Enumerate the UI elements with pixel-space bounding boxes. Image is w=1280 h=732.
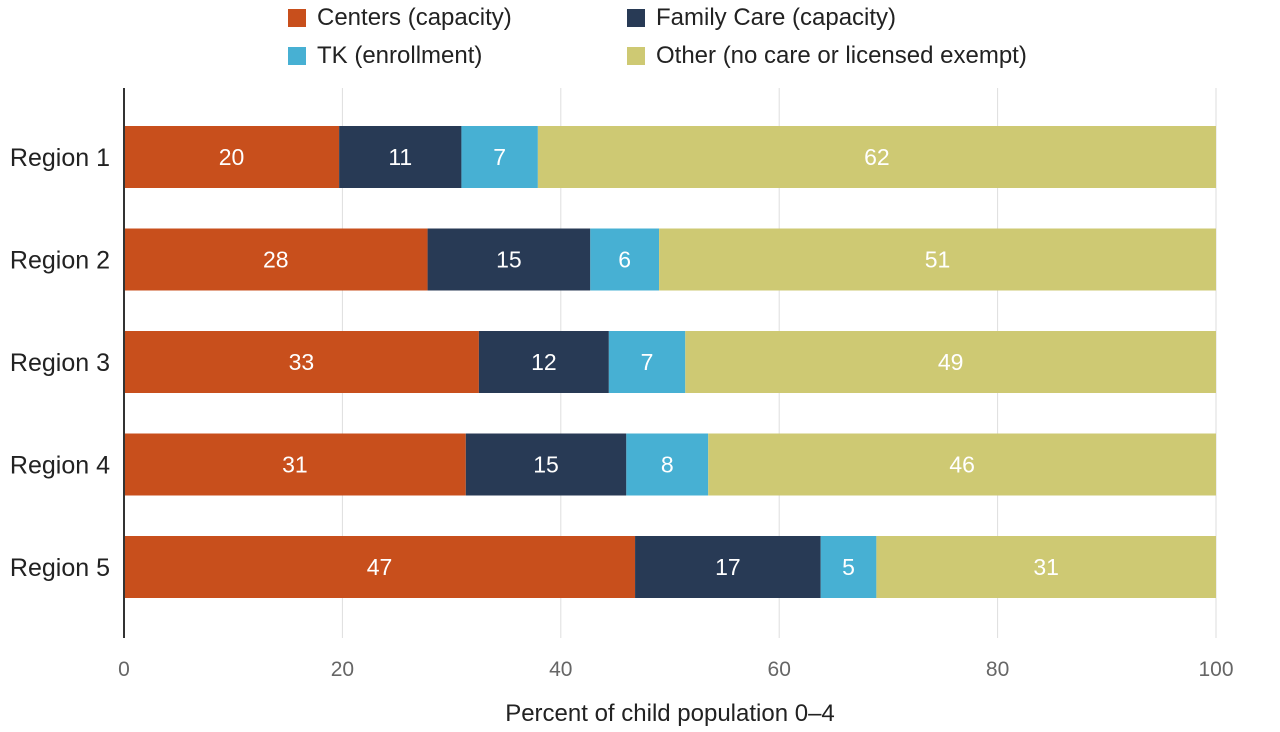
legend-item-family-care: Family Care (capacity) [627,4,896,32]
data-label-1-2: 11 [388,144,412,170]
bar-segment-2-1 [124,228,428,291]
legend-label-tk: TK (enrollment) [317,42,483,69]
data-label-3-4: 49 [938,349,964,375]
x-tick-label-20: 20 [331,658,354,681]
bar-segment-2-3 [590,228,660,291]
bar-segment-3-3 [608,331,686,393]
data-label-2-2: 15 [496,247,522,273]
legend-label-other: Other (no care or licensed exempt) [656,42,1027,69]
bar-segment-5-1 [124,536,636,598]
bar-segment-5-4 [876,536,1216,598]
data-label-2-1: 28 [263,247,289,273]
bar-segment-4-2 [465,433,627,496]
data-label-1-4: 62 [864,144,890,170]
bar-segment-4-3 [626,433,709,496]
data-label-1-3: 7 [493,144,506,170]
bar-segment-3-4 [685,331,1216,393]
bar-segment-4-4 [708,433,1216,496]
category-label-2: Region 2 [10,247,110,275]
bar-segment-1-1 [124,126,340,188]
category-label-4: Region 4 [10,452,110,480]
legend-item-other: Other (no care or licensed exempt) [627,42,1027,70]
bar-segment-3-1 [124,331,479,393]
data-label-4-2: 15 [533,452,559,478]
data-label-3-2: 12 [531,349,557,375]
legend-swatch-centers [288,9,306,27]
x-axis-title: Percent of child population 0–4 [505,700,835,727]
data-label-3-1: 33 [289,349,315,375]
data-label-5-4: 31 [1033,554,1059,580]
data-label-2-3: 6 [618,247,631,273]
data-label-4-4: 46 [949,452,975,478]
data-label-5-2: 17 [715,554,741,580]
legend-label-centers: Centers (capacity) [317,4,512,31]
legend: Centers (capacity) Family Care (capacity… [0,0,1280,80]
x-tick-label-80: 80 [986,658,1009,681]
bar-segment-5-2 [635,536,821,598]
x-tick-label-40: 40 [549,658,572,681]
bar-segment-1-2 [339,126,462,188]
data-label-4-1: 31 [282,452,308,478]
legend-label-family-care: Family Care (capacity) [656,4,897,31]
data-label-4-3: 8 [661,452,674,478]
bar-segment-2-2 [427,228,591,291]
legend-item-tk: TK (enrollment) [288,42,482,70]
legend-item-centers: Centers (capacity) [288,4,512,32]
category-label-3: Region 3 [10,349,110,377]
x-tick-label-60: 60 [768,658,791,681]
bar-segment-2-4 [659,228,1216,291]
bar-segment-5-3 [820,536,877,598]
legend-swatch-family-care [627,9,645,27]
data-label-5-3: 5 [842,554,855,580]
data-label-2-4: 51 [925,247,951,273]
bar-segment-1-4 [537,126,1216,188]
data-label-1-1: 20 [219,144,245,170]
bar-segment-3-2 [478,331,609,393]
data-label-5-1: 47 [367,554,393,580]
category-label-1: Region 1 [10,144,110,172]
data-label-3-3: 7 [641,349,654,375]
bar-segment-4-1 [124,433,466,496]
category-label-5: Region 5 [10,554,110,582]
bar-segment-1-3 [461,126,538,188]
x-tick-label-100: 100 [1198,658,1233,681]
legend-swatch-other [627,47,645,65]
legend-swatch-tk [288,47,306,65]
x-tick-label-0: 0 [118,658,130,681]
